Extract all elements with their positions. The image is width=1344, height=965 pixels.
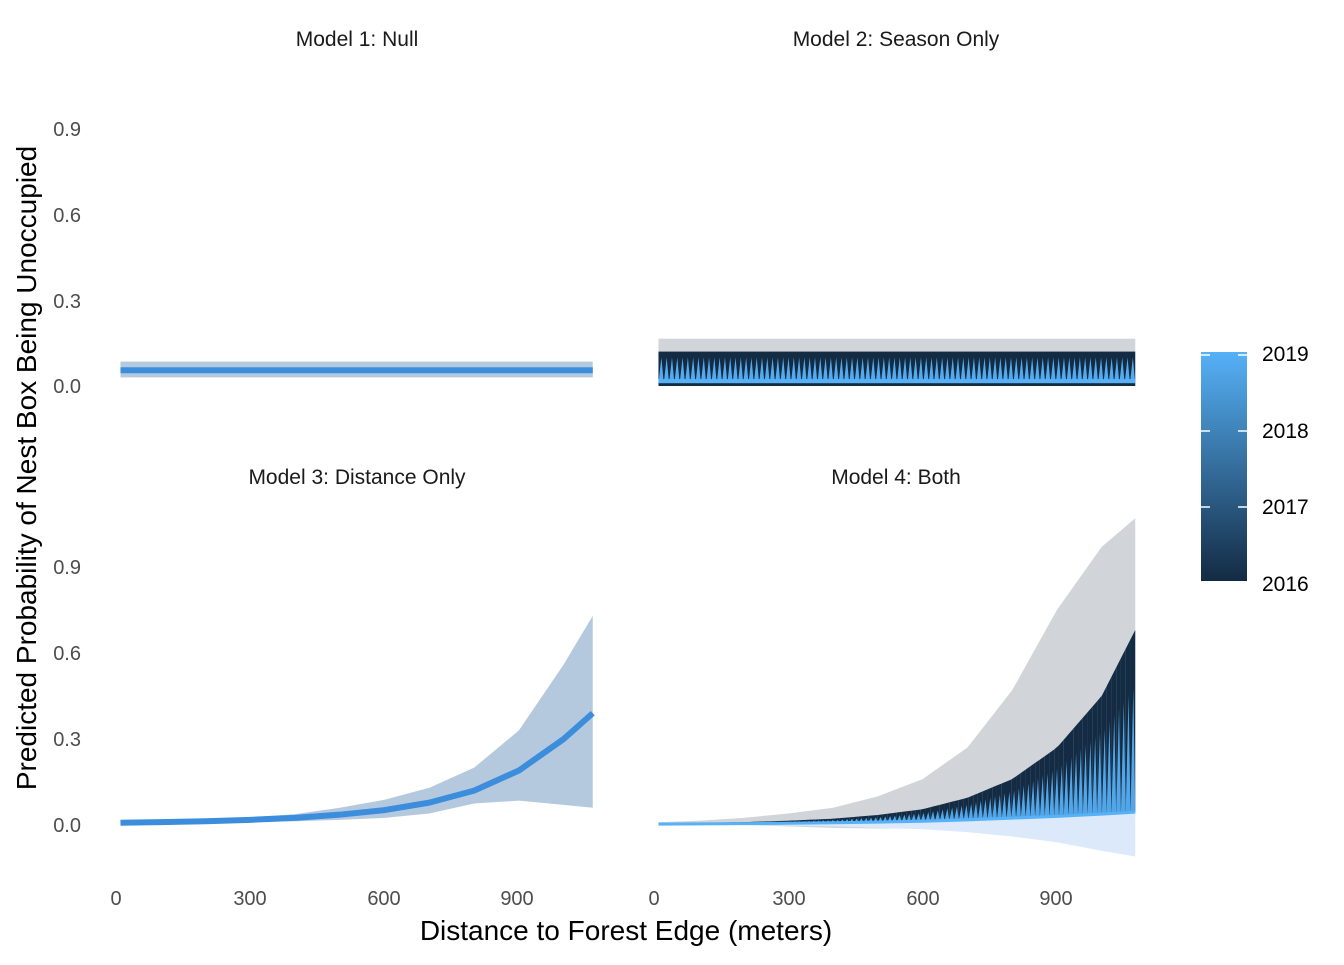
- y-tick-label-top-0-0: 0.0: [53, 376, 81, 398]
- x-tick-label-right-600: 600: [906, 888, 939, 910]
- legend-colorbar: [1201, 352, 1247, 581]
- legend-label-2019: 2019: [1262, 343, 1309, 366]
- panel-title-model-2: Model 2: Season Only: [793, 28, 1000, 51]
- legend-label-2018: 2018: [1262, 420, 1309, 443]
- panel-title-model-4: Model 4: Both: [831, 466, 961, 489]
- y-tick-label-bottom-0-9: 0.9: [53, 557, 81, 579]
- panel-2: [658, 339, 1135, 386]
- x-tick-label-right-0: 0: [648, 888, 659, 910]
- x-tick-label-right-900: 900: [1039, 888, 1072, 910]
- y-tick-label-bottom-0-0: 0.0: [53, 815, 81, 837]
- legend-label-2016: 2016: [1262, 573, 1309, 596]
- x-axis-title: Distance to Forest Edge (meters): [420, 915, 832, 946]
- panel-4: [658, 518, 1135, 856]
- x-tick-label-left-900: 900: [500, 888, 533, 910]
- panel-title-model-1: Model 1: Null: [296, 28, 419, 51]
- y-tick-label-top-0-6: 0.6: [53, 205, 81, 227]
- x-tick-label-left-600: 600: [367, 888, 400, 910]
- panel-1: [120, 362, 592, 378]
- panels-layer: [120, 339, 1135, 857]
- y-tick-label-bottom-0-6: 0.6: [53, 643, 81, 665]
- panel-3: [120, 616, 592, 824]
- y-tick-label-bottom-0-3: 0.3: [53, 729, 81, 751]
- x-tick-label-left-300: 300: [233, 888, 266, 910]
- y-tick-label-top-0-3: 0.3: [53, 291, 81, 313]
- legend-label-2017: 2017: [1262, 496, 1309, 519]
- y-axis-title: Predicted Probability of Nest Box Being …: [11, 146, 42, 790]
- y-tick-label-top-0-9: 0.9: [53, 119, 81, 141]
- confidence-band: [120, 616, 592, 824]
- x-tick-label-right-300: 300: [772, 888, 805, 910]
- x-tick-label-left-0: 0: [110, 888, 121, 910]
- panel-title-model-3: Model 3: Distance Only: [248, 466, 466, 489]
